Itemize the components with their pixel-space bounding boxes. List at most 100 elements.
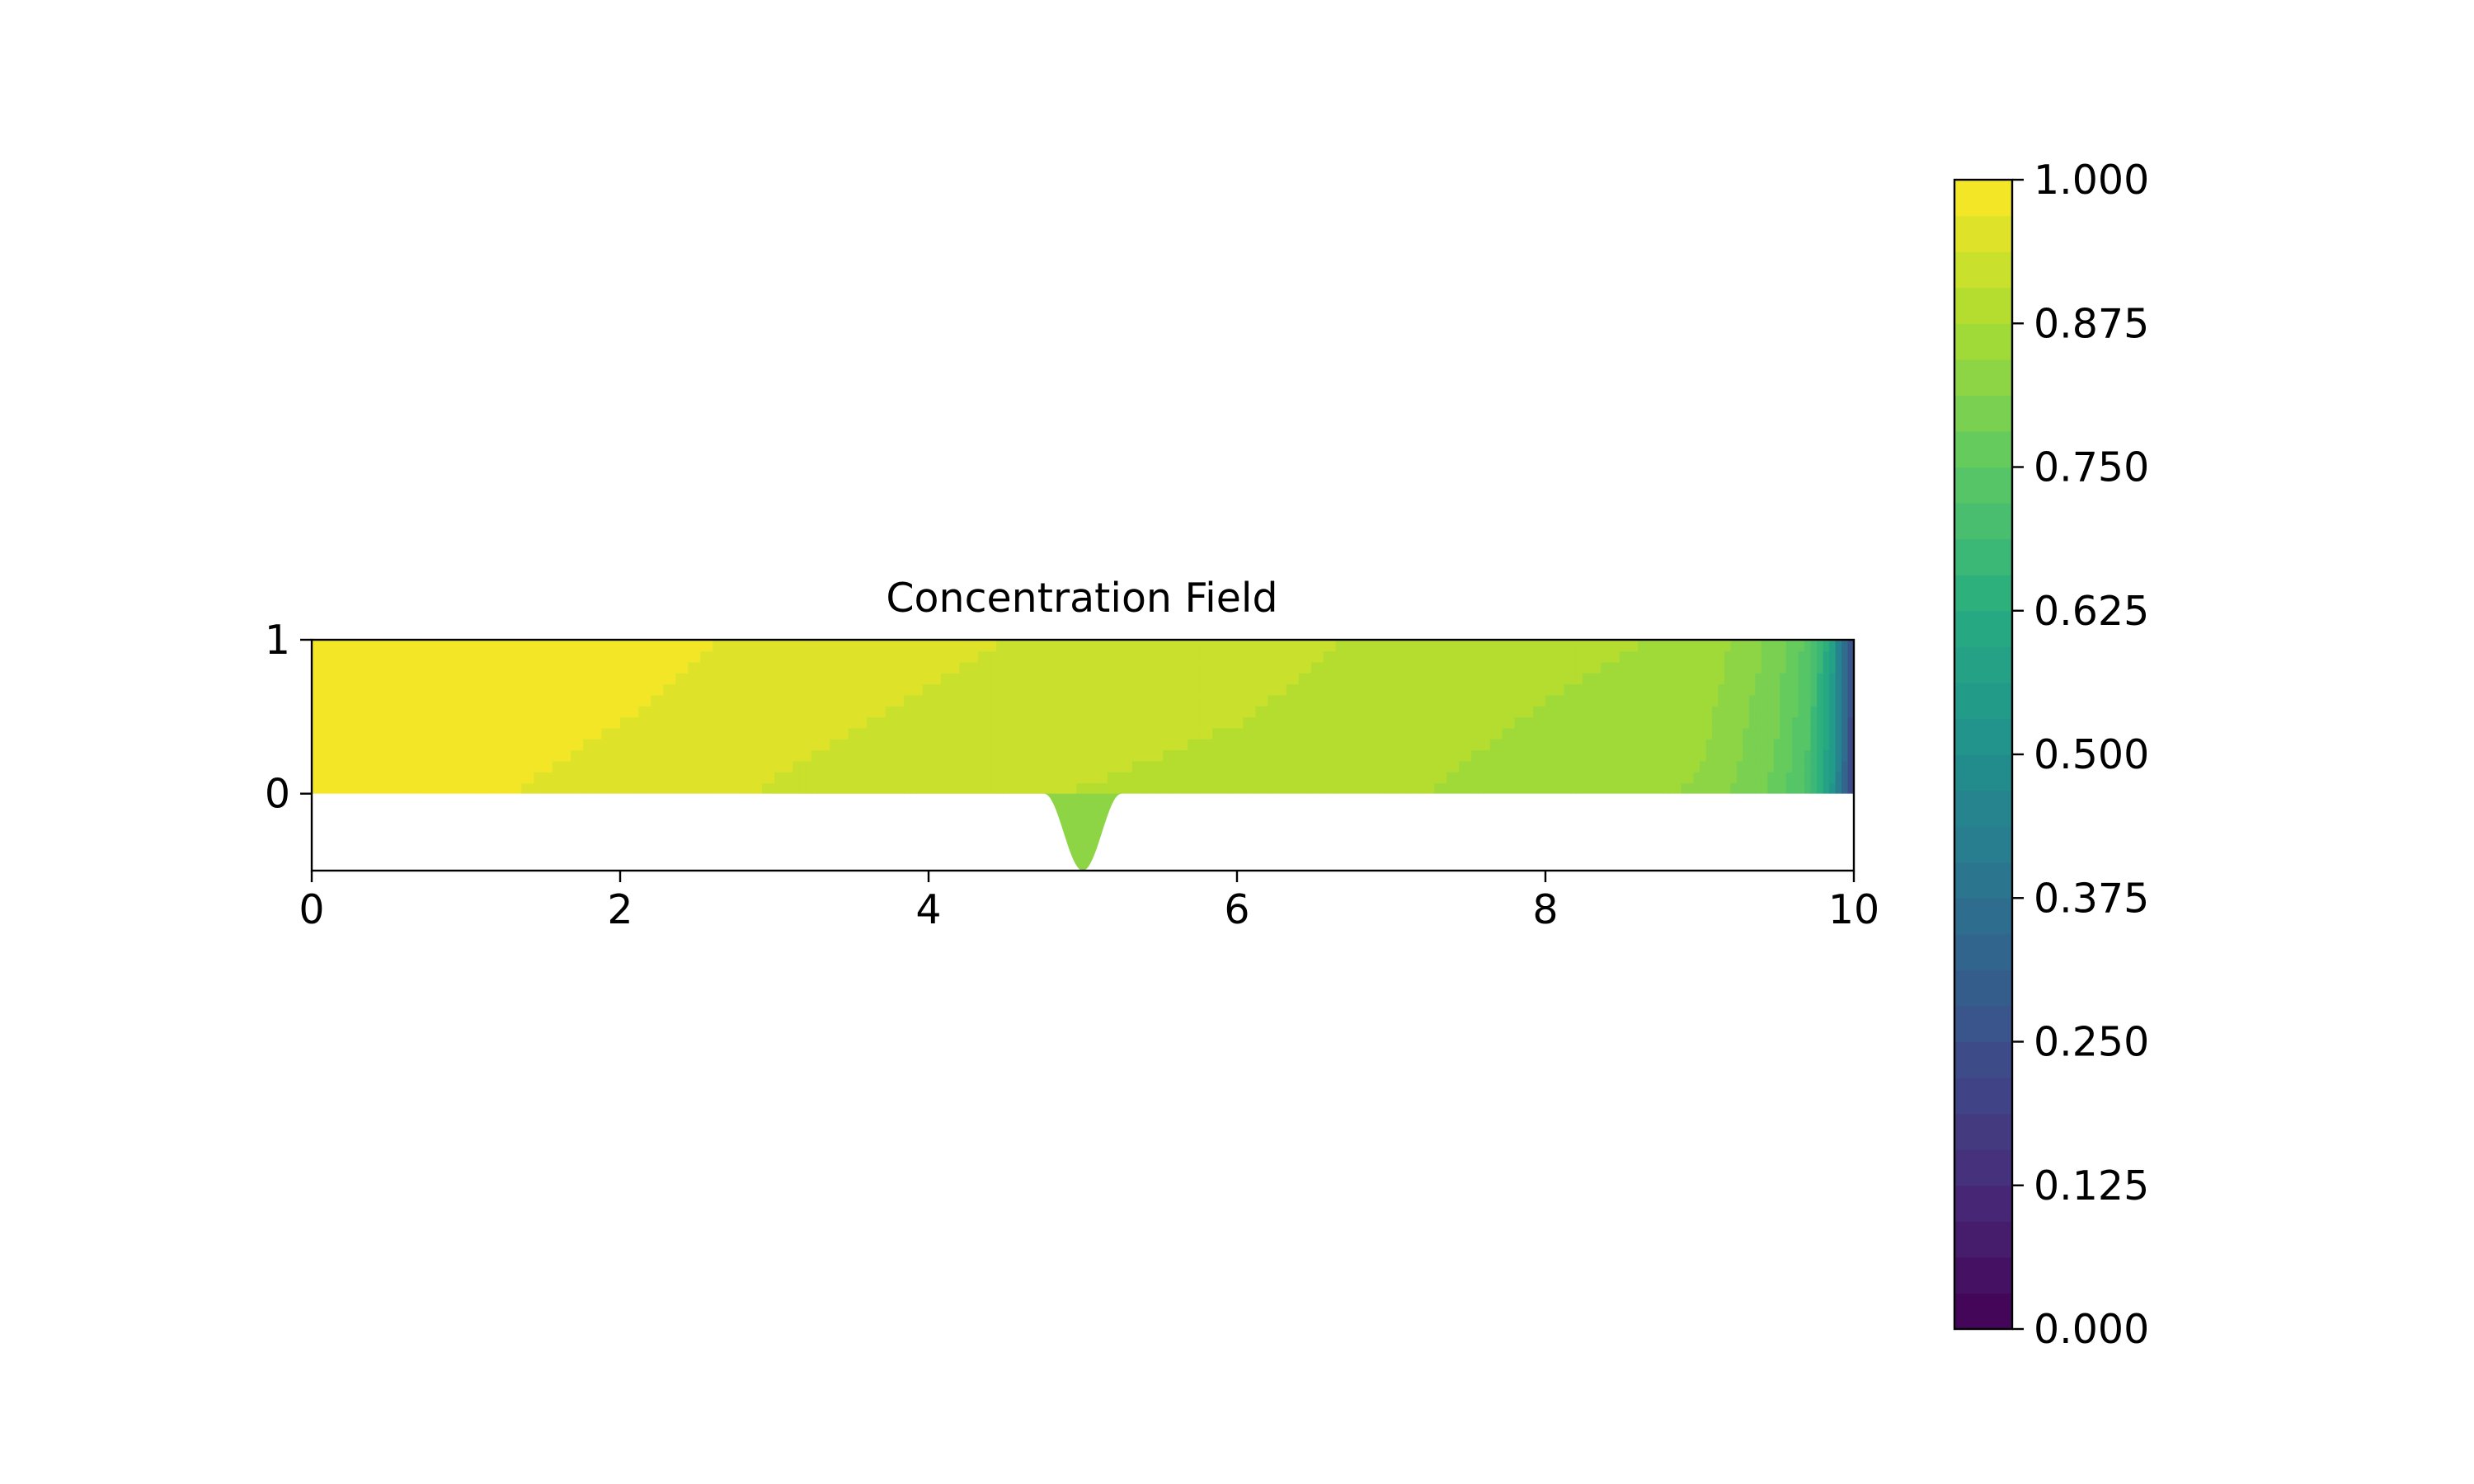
field-cell	[534, 650, 541, 663]
colorbar-tick-label: 0.375	[2034, 875, 2149, 922]
field-cell	[1397, 650, 1404, 663]
field-cell	[990, 661, 998, 674]
field-cell	[731, 694, 738, 707]
field-cell	[891, 650, 899, 663]
field-cell	[1705, 749, 1713, 762]
field-cell	[959, 640, 967, 652]
field-cell	[897, 673, 905, 685]
field-cell	[1292, 782, 1300, 795]
field-cell	[1817, 760, 1824, 773]
field-cell	[1841, 760, 1849, 773]
field-cell	[731, 706, 738, 718]
field-cell	[1113, 727, 1121, 740]
field-cell	[1342, 772, 1349, 784]
field-cell	[774, 640, 782, 652]
field-cell	[830, 716, 837, 729]
field-cell	[336, 706, 344, 718]
field-cell	[1693, 739, 1700, 751]
field-cell	[1748, 760, 1757, 773]
field-cell	[984, 694, 991, 707]
field-cell	[823, 760, 831, 773]
field-cell	[1243, 782, 1250, 795]
field-cell	[1286, 706, 1294, 718]
field-cell	[854, 673, 862, 685]
field-cell	[1298, 727, 1306, 740]
field-cell	[879, 640, 887, 652]
field-cell	[1681, 640, 1688, 652]
field-cell	[472, 727, 479, 740]
field-cell	[1663, 749, 1670, 762]
field-cell	[1403, 661, 1411, 674]
field-cell	[1606, 716, 1615, 729]
field-cell	[490, 673, 498, 685]
field-cell	[385, 782, 393, 795]
field-cell	[1261, 760, 1269, 773]
field-cell	[1200, 739, 1207, 751]
field-cell	[416, 760, 424, 773]
field-cell	[656, 661, 665, 674]
y-tick-label: 0	[265, 771, 290, 818]
field-cell	[1489, 772, 1497, 784]
field-cell	[1144, 706, 1152, 718]
field-cell	[1810, 706, 1818, 718]
field-cell	[1440, 683, 1448, 696]
field-cell	[1237, 749, 1244, 762]
field-cell	[713, 739, 720, 751]
field-cell	[700, 694, 708, 707]
field-cell	[1348, 749, 1355, 762]
field-cell	[1273, 727, 1282, 740]
field-cell	[1700, 749, 1707, 762]
field-cell	[490, 716, 498, 729]
field-cell	[379, 694, 387, 707]
field-cell	[422, 716, 430, 729]
field-cell	[1009, 661, 1016, 674]
field-cell	[1743, 772, 1750, 784]
field-cell	[916, 760, 924, 773]
field-cell	[1724, 650, 1732, 663]
field-cell	[1280, 760, 1287, 773]
field-cell	[1360, 706, 1367, 718]
field-cell	[1656, 782, 1663, 795]
field-cell	[1785, 706, 1793, 718]
field-cell	[947, 706, 954, 718]
field-cell	[1594, 706, 1602, 718]
field-cell	[743, 694, 750, 707]
field-cell	[768, 673, 775, 685]
field-cell	[1268, 650, 1275, 663]
field-cell	[1452, 673, 1460, 685]
field-cell	[1230, 782, 1238, 795]
field-cell	[842, 640, 849, 652]
field-cell	[1711, 716, 1719, 729]
field-cell	[1206, 727, 1213, 740]
field-cell	[1693, 683, 1700, 696]
field-cell	[1761, 772, 1769, 784]
field-cell	[626, 739, 633, 751]
field-cell	[515, 640, 523, 652]
field-cell	[1718, 683, 1725, 696]
field-cell	[904, 716, 911, 729]
field-cell	[867, 727, 874, 740]
field-cell	[750, 673, 757, 685]
field-cell	[1021, 739, 1028, 751]
field-cell	[1169, 727, 1176, 740]
field-cell	[1576, 640, 1583, 652]
field-cell	[1594, 772, 1602, 784]
field-cell	[1070, 772, 1078, 784]
field-cell	[1335, 782, 1343, 795]
field-cell	[552, 782, 559, 795]
field-cell	[1644, 772, 1651, 784]
field-cell	[743, 716, 750, 729]
field-cell	[1619, 694, 1627, 707]
field-cell	[397, 650, 405, 663]
field-cell	[669, 716, 677, 729]
field-cell	[694, 782, 702, 795]
field-cell	[891, 694, 899, 707]
field-cell	[916, 727, 924, 740]
field-cell	[644, 694, 652, 707]
field-cell	[947, 772, 954, 784]
field-cell	[1379, 772, 1386, 784]
field-cell	[534, 716, 541, 729]
field-cell	[1193, 716, 1201, 729]
field-cell	[1638, 727, 1645, 740]
field-cell	[496, 661, 504, 674]
